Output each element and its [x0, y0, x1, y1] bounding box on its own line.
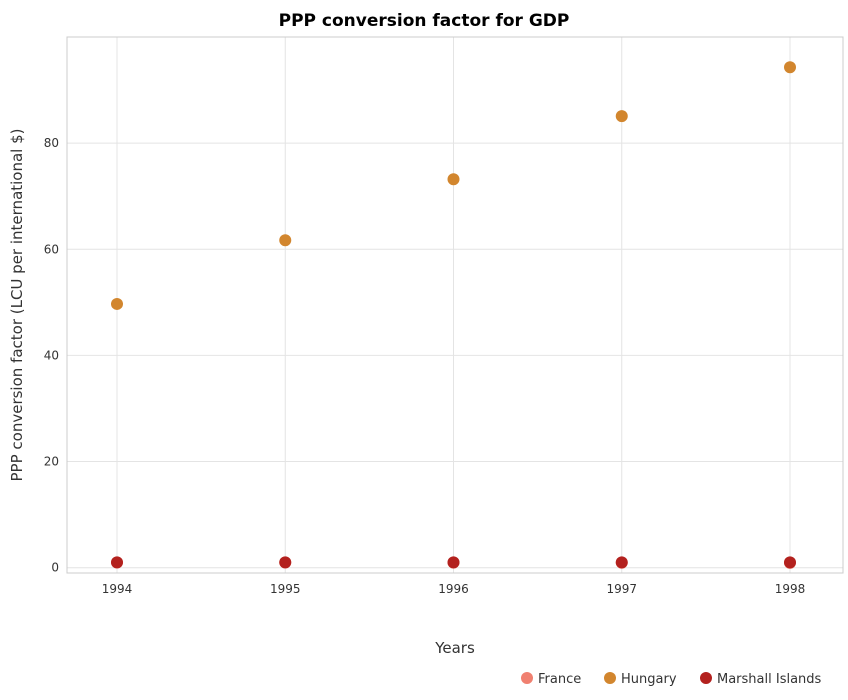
- y-tick-label: 0: [51, 561, 59, 575]
- x-axis-label: Years: [434, 639, 475, 657]
- data-points: [111, 61, 796, 569]
- chart-title: PPP conversion factor for GDP: [279, 11, 570, 31]
- legend-label-hungary: Hungary: [621, 672, 677, 687]
- y-tick-label: 40: [44, 348, 59, 362]
- hungary-point: [279, 234, 292, 247]
- y-tick-label: 20: [44, 455, 59, 469]
- x-tick-label: 1996: [438, 582, 469, 596]
- marshall-islands-point: [111, 556, 123, 569]
- hungary-point: [447, 173, 460, 186]
- marshall-islands-point: [447, 556, 460, 569]
- x-tick-label: 1998: [775, 582, 806, 596]
- x-tick-label: 1994: [102, 582, 133, 596]
- x-tick-label: 1997: [606, 582, 637, 596]
- legend-marker-marshall-islands: [700, 672, 712, 684]
- hungary-point: [615, 110, 628, 123]
- legend-label-france: France: [538, 672, 581, 687]
- hungary-point: [784, 61, 796, 74]
- legend-label-marshall-islands: Marshall Islands: [717, 672, 822, 687]
- y-tick-label: 80: [44, 136, 59, 150]
- marshall-islands-point: [784, 556, 796, 569]
- x-tick-label: 1995: [270, 582, 301, 596]
- y-axis-ticks: 0 20 40 60 80: [44, 136, 59, 575]
- legend-marker-hungary: [604, 672, 616, 684]
- y-tick-label: 60: [44, 242, 59, 256]
- x-axis-ticks: 1994 1995 1996 1997 1998: [102, 582, 806, 596]
- hungary-point: [111, 297, 123, 310]
- grid-lines: [67, 37, 843, 573]
- legend-marker-france: [521, 672, 533, 684]
- marshall-islands-point: [279, 556, 292, 569]
- y-axis-label: PPP conversion factor (LCU per internati…: [8, 128, 26, 481]
- marshall-islands-point: [615, 556, 628, 569]
- plot-frame: [66, 36, 844, 574]
- legend: France Hungary Marshall Islands: [521, 672, 822, 687]
